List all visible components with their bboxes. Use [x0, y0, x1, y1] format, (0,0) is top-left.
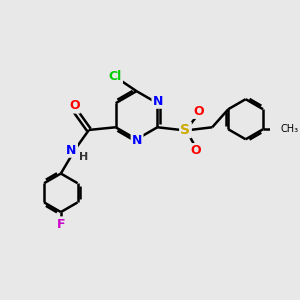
Text: Cl: Cl [109, 70, 122, 83]
Text: O: O [194, 105, 204, 118]
Text: F: F [57, 218, 65, 231]
Text: N: N [66, 143, 77, 157]
Text: H: H [80, 152, 89, 162]
Text: O: O [191, 144, 202, 157]
Text: S: S [181, 123, 190, 137]
Text: N: N [153, 94, 163, 107]
Text: CH₃: CH₃ [280, 124, 298, 134]
Text: O: O [69, 99, 80, 112]
Text: N: N [132, 134, 142, 147]
